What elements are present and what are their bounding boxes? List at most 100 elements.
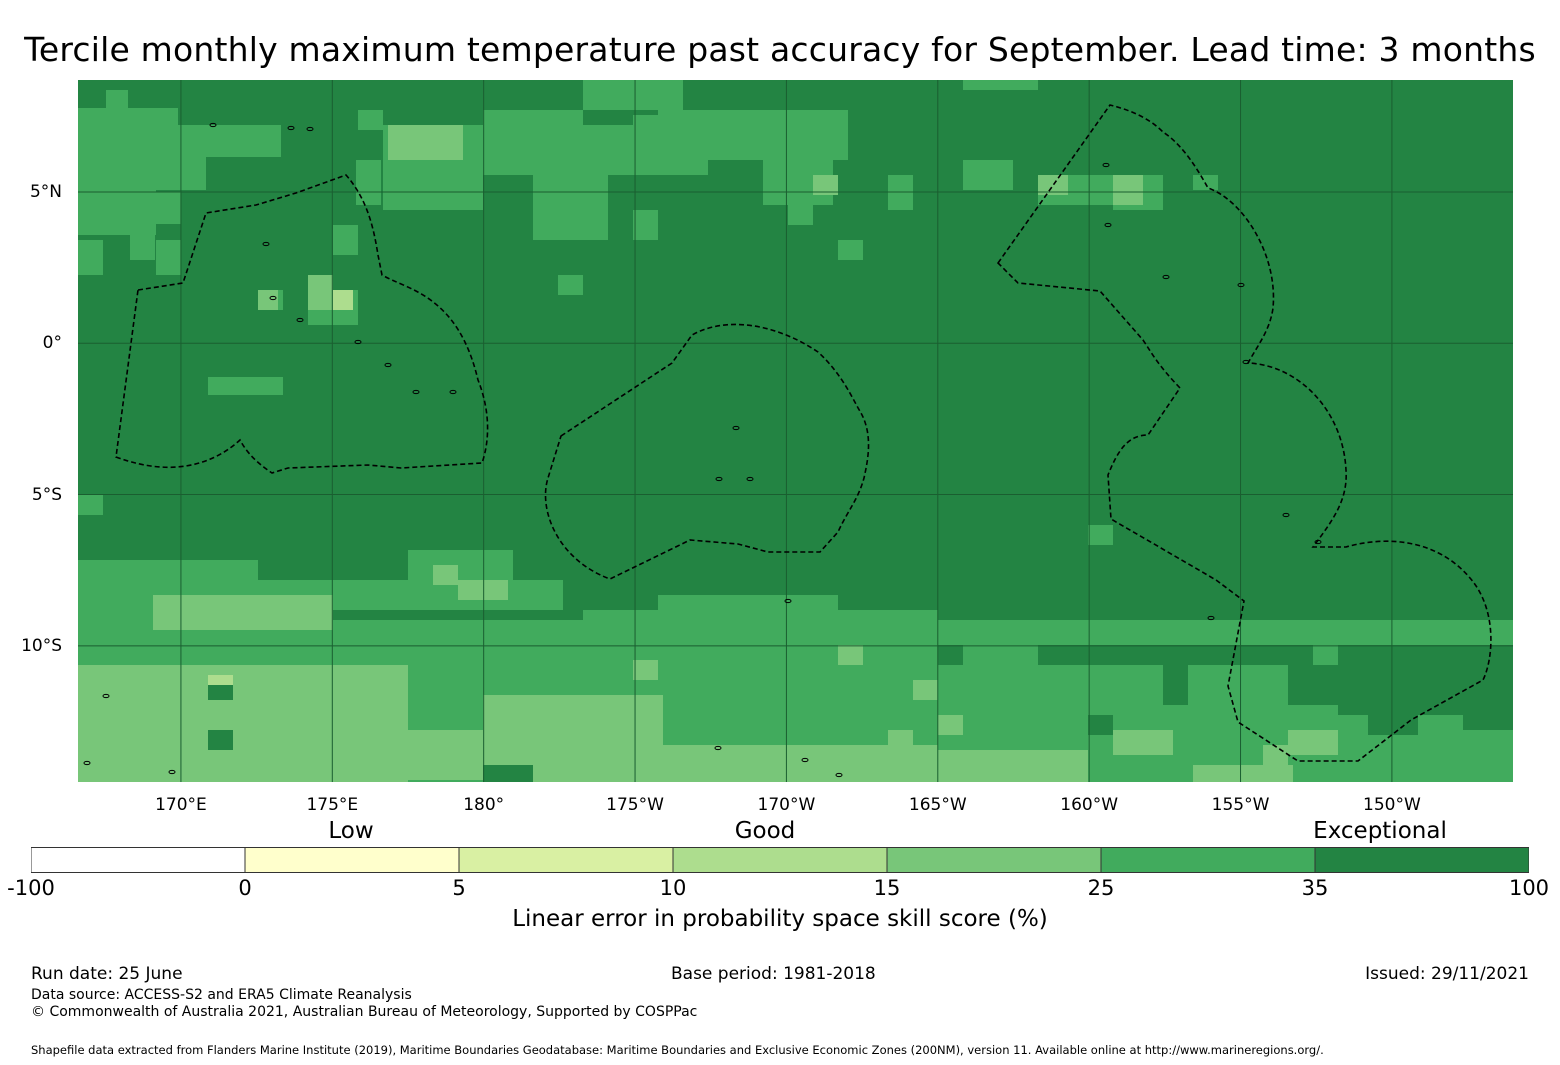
skill-cell [633, 660, 658, 680]
skill-cell [206, 125, 281, 157]
colorbar-tick-label: 0 [238, 876, 252, 900]
skill-cell [888, 175, 913, 210]
skill-cell [913, 680, 938, 700]
colorbar-segment [244, 847, 460, 873]
legend-category-exceptional: Exceptional [1313, 818, 1447, 844]
island-outline [262, 241, 270, 247]
colorbar-tick-label: 35 [1301, 876, 1329, 900]
island-outline [801, 757, 809, 763]
skill-cell [838, 240, 863, 260]
colorbar-segment [1314, 847, 1529, 873]
skill-cell [1113, 730, 1173, 755]
colorbar [31, 847, 1529, 873]
island-outline [1207, 615, 1215, 621]
skill-score-map [78, 80, 1513, 782]
skill-cell [838, 645, 863, 665]
skill-cell [1088, 525, 1113, 545]
skill-cell [356, 160, 381, 205]
skill-cell [458, 580, 508, 600]
skill-cell [1368, 715, 1418, 735]
skill-cell [333, 290, 353, 310]
eez-boundary-phoenix [544, 323, 870, 580]
island-outline [1314, 539, 1322, 545]
skill-cell [558, 275, 583, 295]
island-outline [306, 126, 314, 132]
skill-cell [208, 730, 233, 750]
island-outline [287, 125, 295, 131]
colorbar-label: Linear error in probability space skill … [512, 906, 1048, 932]
skill-cell [1288, 730, 1338, 755]
skill-cell [508, 695, 533, 715]
island-outline [384, 362, 392, 368]
skill-cell [633, 210, 658, 240]
skill-cell [258, 290, 278, 310]
skill-cell [938, 645, 963, 665]
skill-cell [938, 715, 963, 735]
eez-boundary-gilbert [115, 174, 489, 474]
skill-cell [963, 80, 1038, 90]
colorbar-segment [886, 847, 1102, 873]
skill-cell [938, 750, 1088, 782]
island-outline [1162, 274, 1170, 280]
skill-cell [1163, 665, 1188, 705]
colorbar-tick-label: 25 [1087, 876, 1115, 900]
longitude-tick-label: 170°E [155, 795, 207, 815]
island-outline [1242, 359, 1250, 365]
latitude-tick-label: 0° [42, 333, 62, 354]
island-outline [354, 339, 362, 345]
island-outline [168, 769, 176, 775]
longitude-tick-label: 170°W [757, 795, 816, 815]
skill-cell [1038, 175, 1068, 195]
skill-cell [433, 565, 458, 585]
colorbar-tick-label: 100 [1508, 876, 1550, 900]
skill-cell [483, 765, 533, 782]
skill-cell [1113, 175, 1143, 205]
legend-category-low: Low [328, 818, 374, 844]
longitude-tick-label: 175°W [606, 795, 664, 815]
longitude-tick-label: 155°W [1211, 795, 1270, 815]
skill-cell [583, 700, 663, 745]
colorbar-segment [1100, 847, 1316, 873]
island-outline [784, 598, 792, 604]
colorbar-segment [31, 847, 246, 873]
island-outline [83, 760, 91, 766]
skill-cell [78, 240, 103, 275]
copyright: © Commonwealth of Australia 2021, Austra… [31, 1004, 698, 1020]
longitude-tick-label: 175°E [306, 795, 359, 815]
island-outline [412, 389, 420, 395]
base-period: Base period: 1981-2018 [671, 964, 876, 984]
latitude-tick-label: 5°S [31, 484, 62, 505]
data-source: Data source: ACCESS-S2 and ERA5 Climate … [31, 987, 412, 1003]
skill-cell [738, 125, 838, 145]
island-outline [1282, 512, 1290, 518]
island-outline [835, 772, 843, 778]
latitude-tick-label: 5°N [29, 181, 62, 202]
skill-cell [658, 745, 938, 782]
skill-cell [233, 595, 333, 630]
colorbar-tick-label: 15 [873, 876, 901, 900]
longitude-tick-label: 180° [463, 795, 505, 815]
island-outline [209, 122, 217, 128]
skill-cell [813, 175, 838, 195]
skill-cell [738, 610, 938, 640]
colorbar-tick-label: 5 [452, 876, 466, 900]
skill-cell [963, 160, 1013, 190]
skill-cell [333, 225, 358, 255]
island-outline [296, 317, 304, 323]
shapefile-credit: Shapefile data extracted from Flanders M… [31, 1043, 1324, 1057]
run-date: Run date: 25 June [31, 964, 183, 984]
skill-cell [78, 495, 103, 515]
colorbar-segment [458, 847, 674, 873]
island-outline [714, 745, 722, 751]
skill-cell [1338, 645, 1513, 715]
issued-date: Issued: 29/11/2021 [1365, 964, 1529, 984]
skill-cell [483, 110, 583, 160]
skill-cell [106, 90, 128, 108]
longitude-tick-label: 165°W [908, 795, 967, 815]
skill-cell [583, 80, 658, 110]
island-outline [715, 476, 723, 482]
colorbar-segment [672, 847, 888, 873]
island-outline [102, 693, 110, 699]
skill-cell [1463, 715, 1513, 730]
skill-cell [788, 205, 813, 225]
